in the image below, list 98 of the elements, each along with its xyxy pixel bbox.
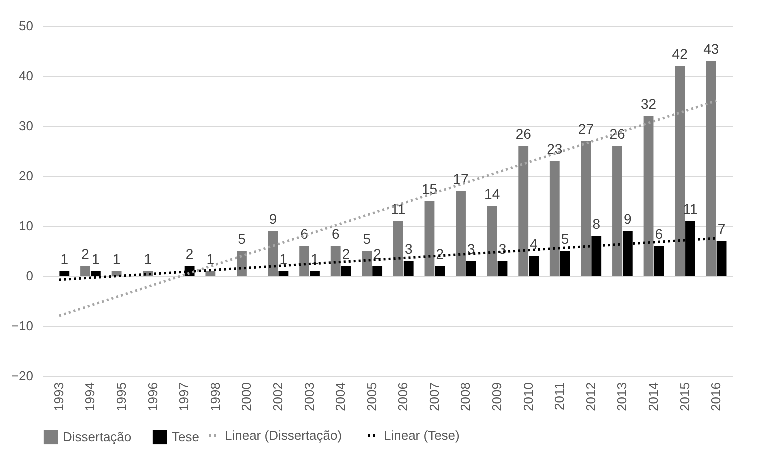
y-tick-label: −10 bbox=[11, 318, 34, 334]
bar bbox=[278, 271, 289, 276]
x-tick-label: 2007 bbox=[426, 382, 442, 412]
data-label: 15 bbox=[422, 181, 438, 197]
bar bbox=[268, 231, 278, 276]
x-tick-label: 2011 bbox=[552, 382, 568, 410]
data-label: 5 bbox=[561, 231, 570, 247]
data-label: 2 bbox=[374, 246, 382, 262]
bar bbox=[550, 161, 560, 276]
bar bbox=[560, 251, 570, 276]
data-label: 5 bbox=[363, 231, 372, 247]
x-tick-label: 1998 bbox=[208, 382, 223, 412]
data-label: 1 bbox=[144, 251, 152, 267]
x-tick-label: 2002 bbox=[270, 382, 286, 412]
legend-label: Linear (Dissertação) bbox=[225, 428, 342, 443]
x-tick-label: 2000 bbox=[239, 382, 254, 412]
data-label: 1 bbox=[112, 251, 121, 267]
data-label: 6 bbox=[332, 226, 340, 242]
bar bbox=[362, 251, 372, 276]
bar bbox=[341, 266, 352, 276]
bar bbox=[80, 266, 90, 276]
data-label: 5 bbox=[238, 231, 246, 247]
bar bbox=[581, 141, 592, 276]
y-tick-label: 30 bbox=[19, 118, 34, 134]
x-tick-label: 1995 bbox=[114, 382, 130, 412]
x-tick-label: 1997 bbox=[176, 382, 192, 412]
data-label: 1 bbox=[280, 251, 288, 267]
x-tick-label: 2014 bbox=[646, 382, 661, 412]
bar bbox=[424, 201, 435, 276]
x-tick-label: 2009 bbox=[490, 382, 505, 412]
bar bbox=[644, 116, 654, 276]
bar bbox=[675, 66, 686, 276]
data-label: 42 bbox=[672, 46, 688, 62]
bar bbox=[90, 271, 101, 276]
data-label: 9 bbox=[269, 211, 278, 227]
data-label: 23 bbox=[547, 141, 563, 157]
x-tick-label: 2010 bbox=[520, 382, 536, 412]
bar bbox=[498, 261, 508, 276]
y-tick-label: −20 bbox=[11, 368, 34, 384]
bar bbox=[612, 146, 622, 276]
data-label: 2 bbox=[82, 246, 90, 262]
x-tick-label: 2004 bbox=[333, 382, 348, 412]
x-tick-label: 2016 bbox=[708, 382, 724, 412]
bar bbox=[706, 61, 716, 276]
x-tick-label: 2013 bbox=[614, 382, 630, 412]
bar bbox=[206, 271, 216, 276]
x-tick-label: 2012 bbox=[583, 382, 598, 412]
y-tick-label: 20 bbox=[19, 168, 34, 184]
bar bbox=[456, 191, 466, 276]
bar bbox=[330, 246, 341, 276]
data-label: 6 bbox=[655, 226, 664, 242]
data-label: 43 bbox=[704, 41, 720, 57]
data-label: 32 bbox=[640, 96, 657, 112]
bar bbox=[466, 261, 476, 276]
legend-label: Linear (Tese) bbox=[384, 428, 460, 443]
data-label: 8 bbox=[592, 216, 601, 232]
y-tick-label: 10 bbox=[19, 218, 34, 234]
bar bbox=[300, 246, 310, 276]
bar bbox=[435, 266, 446, 276]
data-label: 14 bbox=[484, 186, 500, 202]
bar bbox=[518, 146, 529, 276]
x-tick-label: 2005 bbox=[364, 382, 380, 412]
legend-label: Tese bbox=[172, 429, 200, 444]
bar bbox=[487, 206, 498, 276]
x-tick-label: 1996 bbox=[145, 382, 160, 412]
bar bbox=[372, 266, 383, 276]
y-tick-label: 40 bbox=[19, 68, 34, 84]
bar bbox=[716, 241, 727, 276]
bar bbox=[404, 261, 414, 276]
x-tick-label: 2008 bbox=[458, 382, 474, 412]
data-label: 1 bbox=[60, 251, 69, 267]
x-tick-label: 2003 bbox=[302, 382, 317, 412]
data-label: 26 bbox=[516, 126, 532, 142]
data-label: 2 bbox=[342, 246, 350, 262]
data-label: 2 bbox=[186, 246, 194, 262]
data-label: 4 bbox=[530, 236, 538, 252]
bar bbox=[237, 251, 247, 276]
data-label: 1 bbox=[206, 251, 215, 267]
x-tick-label: 2006 bbox=[396, 382, 411, 412]
data-label: 26 bbox=[610, 126, 626, 142]
data-label: 3 bbox=[404, 241, 413, 257]
bar bbox=[529, 256, 539, 276]
x-tick-label: 1994 bbox=[82, 382, 98, 412]
bar bbox=[654, 246, 664, 276]
x-tick-label: 1993 bbox=[51, 382, 66, 412]
x-tick-label: 2015 bbox=[677, 382, 692, 412]
data-label: 27 bbox=[578, 121, 594, 137]
bar bbox=[60, 271, 70, 276]
legend-label: Dissertação bbox=[63, 429, 132, 444]
data-label: 9 bbox=[624, 211, 632, 227]
bar bbox=[112, 271, 122, 276]
y-tick-label: 50 bbox=[19, 18, 34, 34]
data-label: 11 bbox=[391, 201, 406, 217]
bar bbox=[310, 271, 320, 276]
data-label: 7 bbox=[718, 221, 726, 237]
bar bbox=[393, 221, 404, 276]
data-label: 1 bbox=[92, 251, 100, 267]
y-tick-label: 0 bbox=[26, 268, 34, 284]
